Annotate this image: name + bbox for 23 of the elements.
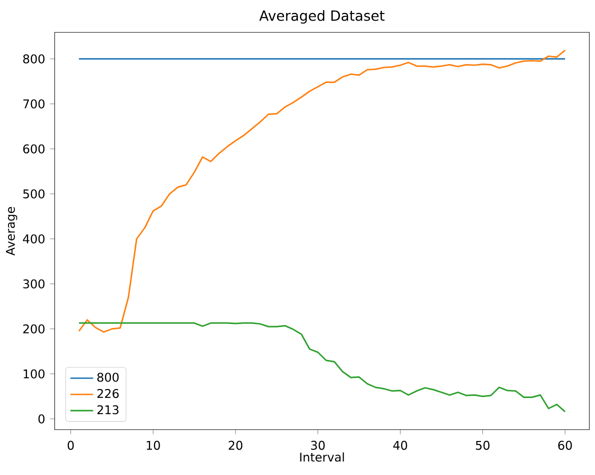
y-tick-label: 600 bbox=[23, 144, 44, 154]
x-axis-title: Interval bbox=[300, 452, 344, 462]
y-tick-label: 300 bbox=[23, 279, 44, 288]
legend-label: 213 bbox=[97, 405, 118, 414]
x-tick-label: 40 bbox=[393, 440, 408, 450]
x-tick-label: 20 bbox=[228, 440, 242, 450]
legend-label: 800 bbox=[97, 372, 119, 382]
y-tick-label: 400 bbox=[22, 234, 44, 244]
x-tick-label: 50 bbox=[476, 440, 490, 450]
x-tick-label: 10 bbox=[146, 440, 160, 450]
y-tick-label: 700 bbox=[23, 99, 44, 108]
y-tick-label: 500 bbox=[23, 189, 44, 198]
legend-label: 226 bbox=[97, 388, 119, 398]
y-tick-label: 100 bbox=[24, 369, 44, 378]
x-tick-label: 60 bbox=[558, 440, 572, 450]
y-tick-label: 200 bbox=[23, 324, 44, 334]
line-series bbox=[78, 50, 566, 333]
x-tick-label: 0 bbox=[68, 440, 74, 450]
y-axis-title: Average bbox=[6, 206, 18, 256]
x-tick-label: 30 bbox=[311, 440, 325, 450]
y-tick-label: 800 bbox=[23, 54, 44, 64]
y-tick-label: 0 bbox=[38, 414, 44, 424]
chart-title: Averaged Dataset bbox=[259, 10, 384, 24]
